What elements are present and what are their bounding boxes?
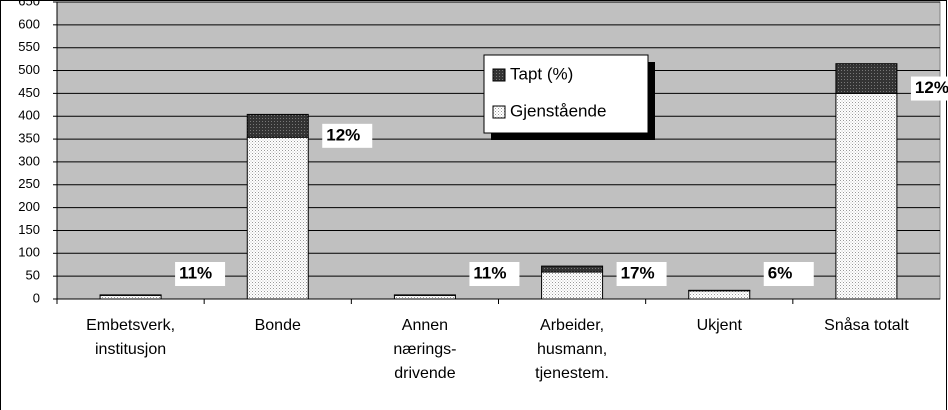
bar-segment	[246, 136, 309, 300]
percent-label-bg	[469, 262, 520, 286]
y-tick-label: 300	[18, 153, 40, 168]
legend-label: Tapt (%)	[510, 64, 573, 83]
y-tick-label: 200	[18, 199, 40, 214]
x-tick-label: Bonde	[254, 317, 301, 334]
percent-label-bg	[616, 262, 667, 286]
y-tick-label: 600	[18, 16, 40, 31]
legend-swatch	[492, 105, 506, 119]
y-tick-label: 500	[18, 62, 40, 77]
x-tick-label: Embetsverk, institusjon	[86, 317, 176, 358]
y-tick-label: 50	[26, 268, 40, 283]
x-tick-label: Arbeider, husmann, tjenestem.	[535, 317, 609, 382]
y-tick-label: 250	[18, 176, 40, 191]
bar-segment	[393, 294, 456, 300]
percent-label: 12%	[326, 125, 360, 144]
percent-label: 12%	[915, 78, 948, 97]
bar-segment	[688, 290, 751, 300]
bar-segment	[835, 92, 898, 300]
y-tick-label: 650	[18, 0, 40, 8]
x-tick-label: Snåsa totalt	[824, 317, 909, 334]
percent-label-bg	[910, 76, 948, 101]
x-tick-label: Annen nærings- drivende	[393, 317, 457, 382]
percent-label-bg	[322, 123, 373, 148]
percent-label-bg	[763, 262, 814, 286]
y-tick-label: 450	[18, 85, 40, 100]
bar-segment	[99, 294, 162, 300]
legend-box	[483, 54, 649, 134]
percent-label: 17%	[621, 263, 655, 282]
y-tick-label: 100	[18, 245, 40, 260]
legend-label: Gjenstående	[510, 101, 606, 120]
y-tick-label: 150	[18, 222, 40, 237]
percent-label: 11%	[473, 263, 506, 282]
bar-segment	[541, 265, 604, 273]
plot-area	[56, 1, 941, 300]
percent-label: 6%	[768, 263, 793, 282]
y-tick-label: 400	[18, 108, 40, 123]
y-tick-label: 0	[33, 290, 40, 305]
percent-label-bg	[175, 262, 226, 286]
x-tick-label: Ukjent	[696, 317, 742, 334]
percent-label: 11%	[179, 263, 212, 282]
bar-segment	[541, 271, 604, 300]
legend: Tapt (%) Gjenstående	[483, 54, 655, 140]
y-tick-label: 350	[18, 131, 40, 146]
bar-segment	[246, 113, 309, 138]
bar-segment	[835, 63, 898, 94]
y-tick-label: 550	[18, 39, 40, 54]
legend-swatch	[492, 68, 506, 82]
